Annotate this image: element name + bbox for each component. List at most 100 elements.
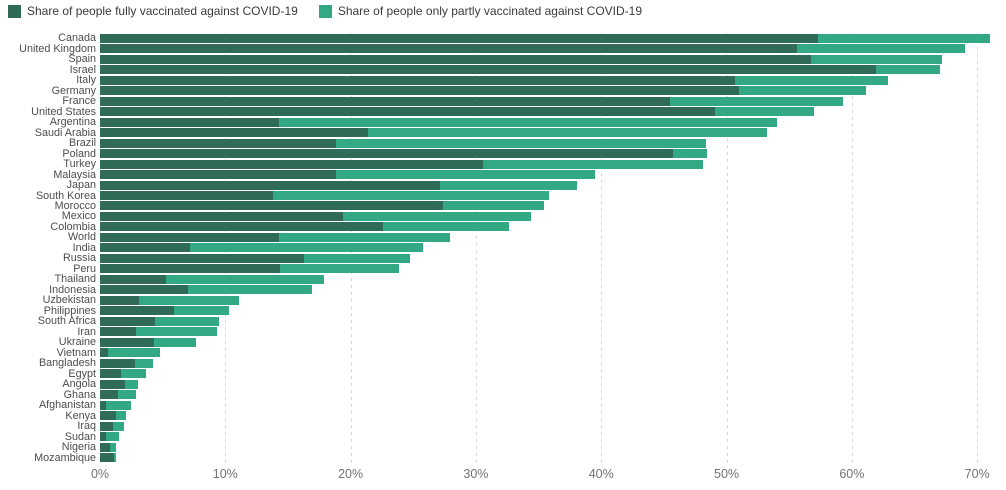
bar-segment-partly[interactable]	[136, 327, 217, 337]
stacked-bar	[100, 369, 147, 379]
bar-segment-fully[interactable]	[100, 75, 736, 85]
bar-segment-fully[interactable]	[100, 285, 188, 295]
bar-segment-fully[interactable]	[100, 54, 811, 64]
bar-segment-fully[interactable]	[100, 295, 139, 305]
country-label: Germany	[51, 84, 96, 97]
bar-segment-partly[interactable]	[106, 400, 132, 410]
stacked-bar	[100, 295, 240, 305]
bar-segment-partly[interactable]	[166, 274, 325, 284]
bar-segment-partly[interactable]	[190, 243, 424, 253]
bar-segment-fully[interactable]	[100, 411, 117, 421]
bar-segment-fully[interactable]	[100, 432, 107, 442]
bar-segment-fully[interactable]	[100, 159, 484, 169]
country-label: Spain	[68, 53, 96, 66]
legend-item-partly-vaccinated[interactable]: Share of people only partly vaccinated a…	[318, 4, 642, 18]
bar-segment-partly[interactable]	[875, 65, 940, 75]
bar-segment-partly[interactable]	[796, 44, 965, 54]
bar-segment-partly[interactable]	[272, 191, 549, 200]
bar-segment-partly[interactable]	[116, 411, 127, 421]
bar-segment-fully[interactable]	[100, 211, 344, 221]
bar-segment-partly[interactable]	[279, 117, 777, 127]
country-label: Angola	[62, 378, 96, 391]
bar-segment-partly[interactable]	[739, 86, 866, 96]
bar-segment-fully[interactable]	[100, 253, 305, 263]
bar-segment-partly[interactable]	[135, 358, 153, 368]
bar-segment-fully[interactable]	[100, 243, 191, 253]
bar-segment-partly[interactable]	[121, 369, 147, 379]
bar-segment-fully[interactable]	[100, 65, 876, 75]
bar-segment-partly[interactable]	[483, 159, 703, 169]
bar-segment-fully[interactable]	[100, 264, 281, 274]
bar-segment-fully[interactable]	[100, 232, 280, 242]
bar-segment-fully[interactable]	[100, 337, 154, 347]
bar-segment-partly[interactable]	[818, 33, 990, 43]
bar-segment-fully[interactable]	[100, 379, 126, 389]
bar-segment-fully[interactable]	[100, 149, 673, 159]
bar-segment-partly[interactable]	[106, 432, 119, 442]
bar-segment-partly[interactable]	[113, 453, 117, 463]
bar-segment-partly[interactable]	[110, 442, 117, 452]
bar-segment-fully[interactable]	[100, 33, 819, 43]
bar-segment-partly[interactable]	[187, 285, 312, 295]
bar-segment-fully[interactable]	[100, 44, 797, 54]
bar-segment-partly[interactable]	[153, 337, 197, 347]
country-label: Colombia	[50, 220, 96, 233]
bar-segment-fully[interactable]	[100, 421, 113, 431]
bar-row: Saudi Arabia	[0, 127, 1006, 139]
bar-segment-partly[interactable]	[810, 54, 943, 64]
bar-segment-partly[interactable]	[107, 348, 161, 358]
bar-segment-fully[interactable]	[100, 180, 440, 190]
x-tick-label: 40%	[588, 467, 614, 481]
bar-segment-partly[interactable]	[280, 264, 400, 274]
bar-segment-partly[interactable]	[443, 201, 544, 211]
legend-swatch-fully-icon	[8, 4, 21, 18]
bar-segment-partly[interactable]	[155, 316, 220, 326]
bar-segment-partly[interactable]	[343, 211, 532, 221]
bar-segment-fully[interactable]	[100, 306, 174, 316]
bar-segment-partly[interactable]	[112, 421, 124, 431]
bar-segment-fully[interactable]	[100, 107, 716, 117]
bar-segment-partly[interactable]	[173, 306, 230, 316]
stacked-bar	[100, 348, 161, 358]
legend-item-fully-vaccinated[interactable]: Share of people fully vaccinated against…	[8, 4, 298, 18]
bar-segment-partly[interactable]	[138, 295, 240, 305]
bar-segment-partly[interactable]	[670, 96, 844, 106]
bar-segment-fully[interactable]	[100, 369, 122, 379]
bar-segment-fully[interactable]	[100, 222, 384, 232]
bar-segment-fully[interactable]	[100, 274, 167, 284]
bar-segment-partly[interactable]	[125, 379, 138, 389]
bar-segment-fully[interactable]	[100, 453, 114, 463]
bar-segment-fully[interactable]	[100, 358, 136, 368]
stacked-bar	[100, 128, 767, 138]
bar-segment-fully[interactable]	[100, 86, 740, 96]
bar-segment-partly[interactable]	[715, 107, 815, 117]
bar-segment-fully[interactable]	[100, 400, 107, 410]
bar-segment-partly[interactable]	[304, 253, 410, 263]
bar-segment-partly[interactable]	[117, 390, 137, 400]
bar-row: Angola	[0, 378, 1006, 391]
bar-segment-fully[interactable]	[100, 191, 273, 200]
country-label: Indonesia	[49, 283, 96, 296]
country-label: Canada	[58, 32, 96, 45]
bar-segment-fully[interactable]	[100, 117, 280, 127]
bar-segment-partly[interactable]	[735, 75, 889, 85]
bar-segment-partly[interactable]	[335, 170, 595, 180]
bar-segment-partly[interactable]	[672, 149, 707, 159]
bar-segment-partly[interactable]	[335, 138, 707, 148]
bar-segment-fully[interactable]	[100, 348, 108, 358]
bar-segment-fully[interactable]	[100, 316, 156, 326]
bar-segment-fully[interactable]	[100, 390, 118, 400]
country-label: Sudan	[64, 430, 96, 443]
bar-segment-fully[interactable]	[100, 128, 369, 138]
bar-segment-fully[interactable]	[100, 170, 336, 180]
bar-segment-partly[interactable]	[383, 222, 509, 232]
bar-segment-partly[interactable]	[439, 180, 578, 190]
bar-segment-fully[interactable]	[100, 201, 444, 211]
bar-segment-partly[interactable]	[279, 232, 450, 242]
bar-segment-fully[interactable]	[100, 138, 336, 148]
bar-segment-fully[interactable]	[100, 442, 111, 452]
bar-segment-fully[interactable]	[100, 96, 671, 106]
bar-segment-partly[interactable]	[368, 128, 767, 138]
stacked-bar	[100, 44, 965, 54]
bar-segment-fully[interactable]	[100, 327, 137, 337]
